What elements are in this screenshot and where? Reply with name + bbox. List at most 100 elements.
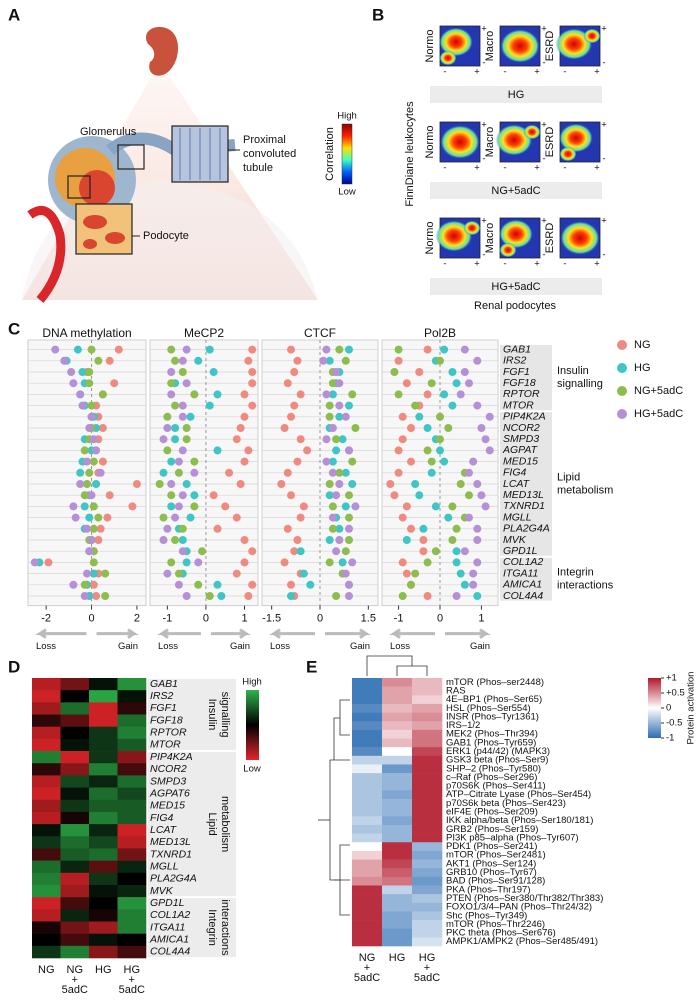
dot [98, 457, 107, 466]
heatmap-cell [352, 911, 383, 921]
dot [167, 368, 176, 376]
dot [460, 580, 469, 589]
row-label: SMPD3 [150, 775, 186, 787]
dot [325, 356, 334, 365]
heatmap-cell [382, 902, 413, 912]
dot [87, 536, 96, 544]
dot [338, 435, 347, 444]
dot [85, 368, 94, 376]
dot [186, 412, 195, 421]
column-label: HG [95, 964, 112, 976]
dot [60, 356, 69, 365]
axis-sign: - [563, 259, 566, 270]
dot [338, 558, 347, 567]
dot [341, 569, 350, 578]
heatmap-cell [117, 799, 147, 813]
dot [248, 368, 257, 376]
dot [325, 558, 334, 567]
dot [287, 412, 295, 421]
dot [132, 480, 141, 488]
heatmap-cell [89, 884, 118, 898]
gene-label: TXNRD1 [503, 500, 545, 512]
dot [398, 412, 407, 421]
heatmap-cell [117, 897, 147, 910]
heatmap-cell [117, 909, 147, 922]
heatmap-cell [117, 824, 147, 837]
dot [398, 558, 407, 567]
dot [182, 558, 191, 567]
dot [174, 468, 183, 477]
dot [386, 480, 395, 488]
heatmap-cell [352, 695, 383, 705]
heatmap-cell [60, 921, 90, 934]
dot [419, 524, 428, 533]
group-band [430, 278, 602, 295]
gene-label: ITGA11 [503, 567, 538, 579]
arrow [325, 628, 371, 639]
heatmap-cell [412, 885, 443, 895]
dot [209, 368, 218, 376]
dot [171, 401, 180, 410]
arrow [157, 628, 201, 639]
row-label: MEK2 (Phos–Thr394) [446, 729, 538, 740]
dot [80, 580, 89, 589]
dot [94, 536, 103, 544]
heatmap-cell [60, 909, 90, 922]
legend-label: HG [634, 362, 651, 374]
dot [248, 401, 257, 410]
heatmap-cell [89, 799, 118, 813]
x-tick-label: 2 [134, 613, 140, 625]
heatmap-cell [352, 876, 383, 886]
dot [465, 468, 473, 477]
chart-title: DNA methylation [42, 326, 131, 340]
dot [182, 345, 191, 354]
heatmap-cell [89, 872, 118, 886]
legend-swatch [617, 340, 627, 350]
heatmap-cell [60, 933, 90, 947]
dot [407, 424, 415, 432]
dot [240, 457, 249, 466]
dot [481, 435, 490, 444]
heatmap-cell [382, 695, 413, 705]
heatmap-cell [412, 721, 443, 731]
dot [444, 424, 453, 432]
stage-label: Normo [424, 125, 436, 158]
dot [325, 491, 334, 500]
thumbnail-blob [463, 220, 481, 236]
row-label: AKT1 (Phos–Ser124) [446, 858, 536, 869]
legend-swatch [617, 363, 627, 373]
stage-label: ESRD [544, 31, 556, 62]
legend-label: HG+5adC [634, 408, 683, 420]
dot [240, 412, 249, 421]
heatmap-cell [89, 836, 118, 849]
row-label: LCAT [150, 824, 178, 836]
dot [182, 480, 191, 488]
dot [481, 502, 490, 511]
dot [213, 580, 222, 589]
dot [178, 401, 187, 410]
dot [209, 491, 218, 500]
thumbnail-blob [555, 28, 593, 60]
axis-sign: - [482, 250, 485, 261]
legend-swatch [617, 386, 627, 396]
dot [322, 457, 331, 466]
dot [236, 424, 245, 432]
heatmap-cell [32, 897, 61, 910]
axis-sign: - [602, 154, 605, 165]
dot [322, 390, 331, 399]
dot [345, 524, 353, 533]
dot [178, 536, 187, 544]
dot [332, 446, 341, 455]
heatmap-cell [412, 920, 443, 930]
heatmap-cell [352, 781, 383, 791]
axis-sign: + [474, 163, 480, 174]
dot [85, 513, 94, 522]
row-label: PDK1 (Phos–Ser241) [446, 841, 537, 852]
axis-sign: - [443, 259, 446, 270]
heatmap-cell [352, 833, 383, 843]
dot [394, 390, 403, 399]
dot [30, 558, 39, 567]
stage-label: ESRD [544, 223, 556, 254]
column-label: + [424, 962, 430, 974]
dot [419, 536, 428, 544]
